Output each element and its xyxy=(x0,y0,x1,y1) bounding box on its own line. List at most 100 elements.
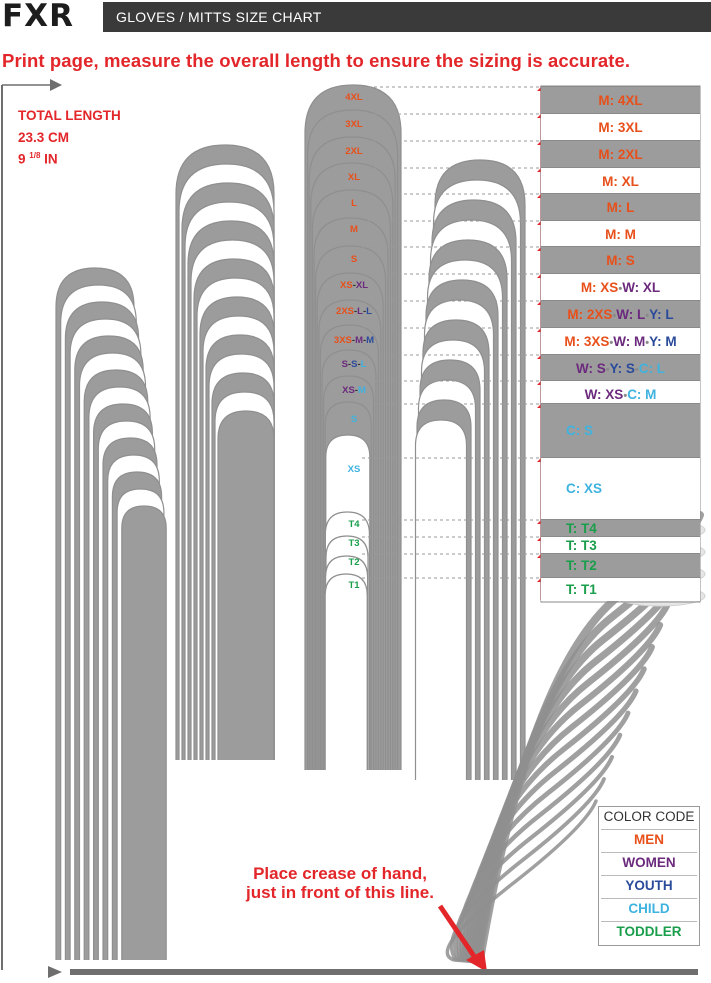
size-row: M: 4XL xyxy=(541,86,700,113)
size-label: W: XS xyxy=(584,387,624,402)
color-code-women: WOMEN xyxy=(601,852,697,873)
size-label: Y: S xyxy=(609,361,635,376)
size-row: M: M xyxy=(541,220,700,247)
finger-size-label-part: M xyxy=(350,224,358,235)
color-code-child: CHILD xyxy=(601,898,697,919)
size-label: W: M xyxy=(613,334,646,349)
size-label: M: 4XL xyxy=(598,93,643,108)
size-label: Y: L xyxy=(649,307,674,322)
finger-size-label-part: S xyxy=(351,359,358,370)
finger-size-label: XS-M xyxy=(342,385,366,396)
ring-finger-outline-14 xyxy=(414,419,468,780)
size-label: M: 3XL xyxy=(598,120,643,135)
finger-size-label-part: - xyxy=(354,306,358,317)
total-length-cm: 23.3 CM xyxy=(18,130,70,145)
size-label: C: M xyxy=(627,387,657,402)
finger-size-label-part: M xyxy=(366,335,375,346)
finger-size-label-part: - xyxy=(351,335,356,346)
total-length-label: TOTAL LENGTH xyxy=(18,108,121,123)
finger-size-label-part: - xyxy=(347,359,352,370)
size-label: M: M xyxy=(605,227,636,242)
size-row: M: 3XL xyxy=(541,113,700,140)
finger-size-label-part: - xyxy=(354,385,358,396)
size-label: C: S xyxy=(566,423,593,438)
size-row: T: T3 xyxy=(541,536,700,553)
finger-size-label: L xyxy=(351,198,357,209)
crease-note-line2: just in front of this line. xyxy=(246,883,434,902)
size-row: T: T4 xyxy=(541,519,700,536)
size-label: M: XL xyxy=(602,174,639,189)
size-label: • xyxy=(634,364,639,376)
fxr-logo: FXR xyxy=(0,0,104,33)
size-label: M: XS xyxy=(580,280,619,295)
finger-size-label: S-S-L xyxy=(342,359,367,370)
header-bar xyxy=(103,2,711,32)
color-code-toddler: TODDLER xyxy=(601,921,697,942)
finger-size-label-part: T3 xyxy=(348,538,360,549)
crease-note-line1: Place crease of hand, xyxy=(253,864,427,883)
finger-size-label-part: 3XS xyxy=(333,335,352,346)
pinky-outline-15 xyxy=(121,505,167,960)
finger-size-label-part: 2XL xyxy=(345,146,363,157)
finger-size-label: XS xyxy=(348,464,361,475)
color-code-youth: YOUTH xyxy=(601,875,697,896)
finger-size-label: 2XS-L-L xyxy=(336,306,372,317)
finger-size-label-part: L xyxy=(360,359,367,370)
color-code-men: MEN xyxy=(601,829,697,850)
finger-size-label-part: T2 xyxy=(348,557,360,568)
finger-size-label: T2 xyxy=(348,557,359,568)
size-label: • xyxy=(605,364,610,376)
total-length-in: 9 1/8 IN xyxy=(18,151,58,167)
thumb-outline-14 xyxy=(445,799,598,962)
finger-size-label-part: - xyxy=(352,280,356,291)
finger-size-label-part: 2XS xyxy=(336,306,354,317)
size-label: T: T1 xyxy=(566,582,597,597)
finger-size-label-part: M xyxy=(355,335,363,346)
finger-size-label: 3XL xyxy=(345,119,362,130)
crease-baseline xyxy=(70,969,698,975)
crease-note: Place crease of hand, just in front of t… xyxy=(225,864,455,902)
index-finger-outline-15 xyxy=(217,410,275,760)
color-code-title: COLOR CODE xyxy=(603,809,695,824)
size-label: W: L xyxy=(616,307,646,322)
size-row: T: T2 xyxy=(541,553,700,577)
finger-size-label: S xyxy=(351,414,357,425)
size-label: • xyxy=(623,390,628,402)
size-row: C: S xyxy=(541,403,700,457)
size-label: T: T3 xyxy=(566,538,597,553)
print-instruction: Print page, measure the overall length t… xyxy=(2,50,631,71)
size-row: M: XS • W: XL xyxy=(541,273,700,300)
finger-size-label-part: S xyxy=(341,359,348,370)
finger-size-label: S xyxy=(351,254,357,265)
finger-size-label-part: XS xyxy=(347,464,361,475)
header: FXR GLOVES / MITTS SIZE CHART xyxy=(0,0,711,33)
finger-size-label-part: XS xyxy=(342,385,355,396)
finger-size-label: 2XL xyxy=(345,146,362,157)
finger-size-label-part: XS xyxy=(340,280,353,291)
finger-size-label-part: XL xyxy=(355,280,368,291)
size-label: M: 2XL xyxy=(598,147,643,162)
size-label: • xyxy=(645,337,650,349)
finger-size-label-part: - xyxy=(362,306,367,317)
finger-size-label-part: XL xyxy=(347,172,361,183)
middle-finger-outline-18 xyxy=(324,573,368,770)
size-row: M: 2XS • W: L • Y: L xyxy=(541,300,700,327)
size-label: W: S xyxy=(576,361,606,376)
size-label: M: S xyxy=(606,253,635,268)
length-top-arrow xyxy=(50,79,62,91)
size-row: C: XS xyxy=(541,457,700,519)
finger-size-label-part: - xyxy=(357,359,361,370)
size-row: T: T1 xyxy=(541,577,700,601)
size-label: C: XS xyxy=(566,481,603,496)
size-label: • xyxy=(618,283,623,295)
finger-size-label: T3 xyxy=(348,538,359,549)
finger-size-label-part: T4 xyxy=(348,519,360,530)
color-code-legend: COLOR CODE MEN WOMEN YOUTH CHILD TODDLER xyxy=(598,806,700,946)
size-label: W: XL xyxy=(622,280,661,295)
finger-size-label-part: 4XL xyxy=(345,92,363,103)
finger-size-label-part: L xyxy=(366,306,372,317)
finger-size-label: M xyxy=(350,224,358,235)
size-label: M: L xyxy=(606,200,635,215)
size-row: M: XL xyxy=(541,167,700,194)
